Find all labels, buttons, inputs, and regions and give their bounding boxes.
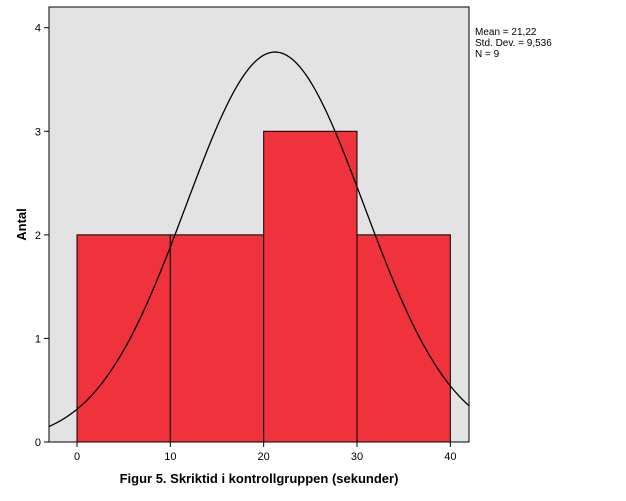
x-tick-label: 10 [164,451,176,463]
histogram-bar-2 [169,234,265,443]
stats-std-dev: Std. Dev. = 9,536 [475,38,552,49]
y-tick-label: 1 [35,333,41,345]
histogram-bar-4 [356,234,451,443]
histogram-bar-3 [263,130,358,443]
x-tick-label: 0 [74,451,80,463]
y-tick-label: 4 [35,23,41,35]
y-tick-label: 0 [35,437,41,449]
stats-n: N = 9 [475,49,500,60]
x-tick-label: 20 [258,451,270,463]
x-axis-title: Figur 5. Skriktid i kontrollgruppen (sek… [120,471,399,486]
x-tick-label: 40 [444,451,456,463]
x-tick-label: 30 [351,451,363,463]
bars [76,130,451,443]
y-axis-title: Antal [14,208,29,241]
histogram-bar-1 [76,234,171,443]
y-tick-label: 3 [35,126,41,138]
stats-mean: Mean = 21,22 [475,27,537,38]
y-tick-label: 2 [35,230,41,242]
normal-curve [48,51,470,428]
